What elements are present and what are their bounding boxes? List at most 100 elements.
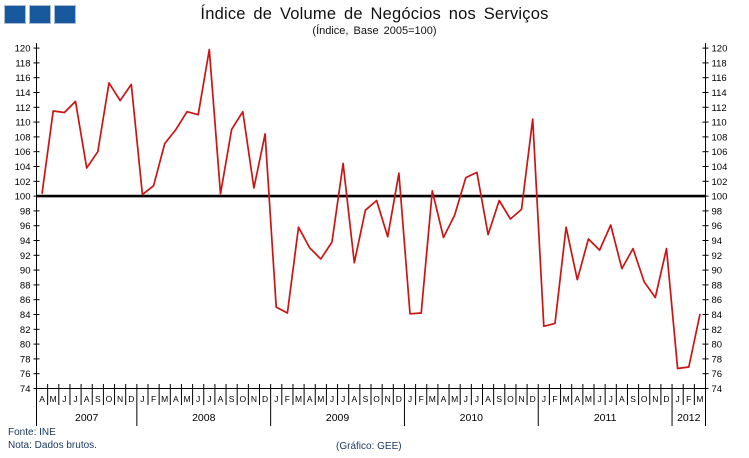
- month-label: J: [330, 394, 334, 404]
- data-series-line: [41, 48, 701, 370]
- month-label: M: [696, 394, 703, 404]
- month-label: N: [385, 394, 391, 404]
- y-axis-left-label: 78: [20, 354, 31, 365]
- month-label: J: [196, 394, 200, 404]
- month-label: S: [229, 394, 235, 404]
- month-label: F: [151, 394, 156, 404]
- month-label: M: [183, 394, 190, 404]
- month-label: J: [597, 394, 601, 404]
- chart-title: Índice de Volume de Negócios nos Serviço…: [200, 5, 549, 23]
- logo-square: [4, 5, 26, 24]
- month-label: M: [429, 394, 436, 404]
- month-label: A: [441, 394, 447, 404]
- y-axis-left-label: 116: [15, 73, 30, 84]
- y-axis-right-label: 120: [712, 44, 728, 55]
- month-label: A: [574, 394, 580, 404]
- y-axis-right-label: 100: [712, 192, 728, 203]
- month-label: D: [663, 394, 669, 404]
- month-label: F: [552, 394, 557, 404]
- y-axis-left-label: 92: [20, 251, 31, 262]
- y-axis-right-label: 112: [712, 103, 727, 114]
- month-label: J: [274, 394, 278, 404]
- y-axis-left-label: 110: [15, 118, 30, 129]
- y-axis-right-label: 98: [712, 206, 723, 217]
- month-label: F: [686, 394, 691, 404]
- month-label: O: [373, 394, 380, 404]
- month-label: M: [451, 394, 458, 404]
- y-axis-left-label: 82: [20, 325, 31, 336]
- footer-source: Fonte: INE: [8, 427, 56, 438]
- year-label: 2010: [460, 412, 484, 424]
- month-label: A: [84, 394, 90, 404]
- month-label: M: [50, 394, 57, 404]
- y-axis-right-label: 74: [712, 384, 723, 395]
- year-label: 2009: [326, 412, 350, 424]
- month-label: A: [619, 394, 625, 404]
- y-axis-left-label: 100: [15, 192, 31, 203]
- month-label: A: [351, 394, 357, 404]
- month-label: M: [563, 394, 570, 404]
- month-label: D: [128, 394, 134, 404]
- month-label: J: [140, 394, 144, 404]
- y-axis-right-label: 96: [712, 221, 723, 232]
- y-axis-right-label: 78: [712, 354, 723, 365]
- y-axis-right-label: 90: [712, 266, 723, 277]
- y-axis-left-label: 104: [15, 162, 31, 173]
- month-label: J: [676, 394, 680, 404]
- y-axis-left-label: 118: [15, 58, 30, 69]
- y-axis-left-label: 98: [20, 206, 31, 217]
- month-label: M: [295, 394, 302, 404]
- month-label: A: [173, 394, 179, 404]
- year-label: 2011: [594, 412, 617, 424]
- y-axis-left-label: 102: [15, 177, 31, 188]
- y-axis-right-label: 80: [712, 340, 723, 351]
- month-label: O: [239, 394, 246, 404]
- year-label: 2012: [677, 412, 701, 424]
- month-label: S: [630, 394, 636, 404]
- year-label: 2007: [75, 412, 99, 424]
- y-axis-left-label: 114: [15, 88, 30, 99]
- y-axis-right-label: 108: [712, 132, 728, 143]
- y-axis-left-label: 106: [15, 147, 31, 158]
- y-axis-left-label: 96: [20, 221, 31, 232]
- y-axis-right-label: 118: [712, 58, 727, 69]
- month-label: A: [485, 394, 491, 404]
- y-axis-left-label: 112: [15, 103, 30, 114]
- month-label: N: [251, 394, 257, 404]
- month-label: J: [73, 394, 77, 404]
- month-label: O: [106, 394, 113, 404]
- y-axis-left-label: 86: [20, 295, 31, 306]
- y-axis-right-label: 114: [712, 88, 727, 99]
- month-label: J: [62, 394, 66, 404]
- y-axis-left-label: 120: [15, 44, 31, 55]
- month-label: J: [475, 394, 479, 404]
- y-axis-left-label: 84: [20, 310, 31, 321]
- footer-note: Nota: Dados brutos.: [8, 440, 97, 451]
- y-axis-left-label: 94: [20, 236, 31, 247]
- month-label: J: [341, 394, 345, 404]
- y-axis-left-label: 90: [20, 266, 31, 277]
- month-label: O: [641, 394, 648, 404]
- month-label: S: [95, 394, 101, 404]
- y-axis-left-label: 88: [20, 280, 31, 291]
- month-label: J: [609, 394, 613, 404]
- month-label: D: [396, 394, 402, 404]
- y-axis-right-label: 76: [712, 369, 723, 380]
- y-axis-right-label: 92: [712, 251, 723, 262]
- month-label: M: [317, 394, 324, 404]
- month-label: S: [496, 394, 502, 404]
- logo-square: [54, 5, 76, 24]
- month-label: A: [218, 394, 224, 404]
- y-axis-left-label: 108: [15, 132, 31, 143]
- y-axis-right-label: 84: [712, 310, 723, 321]
- y-axis-left-label: 74: [20, 384, 31, 395]
- logo: [4, 5, 76, 24]
- month-label: A: [39, 394, 45, 404]
- month-label: F: [419, 394, 424, 404]
- y-axis-left-label: 76: [20, 369, 31, 380]
- month-label: O: [507, 394, 514, 404]
- y-axis-right-label: 86: [712, 295, 723, 306]
- y-axis-right-label: 116: [712, 73, 727, 84]
